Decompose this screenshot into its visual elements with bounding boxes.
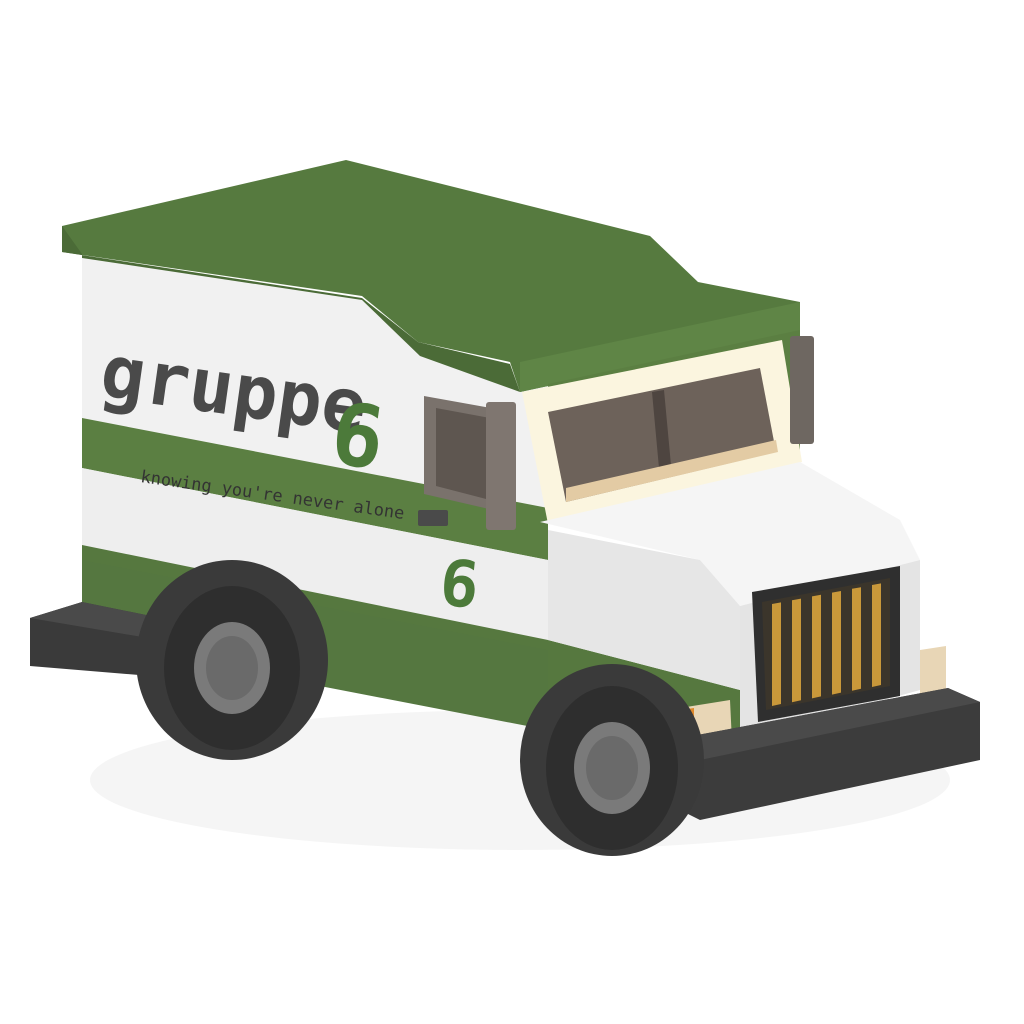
roof-front-edge: [520, 302, 800, 392]
grille-slat: [832, 591, 841, 695]
front-hub-center: [586, 736, 638, 800]
grille-slat: [872, 583, 881, 687]
side-window-glass: [436, 408, 490, 500]
box-side-middle-white: [82, 468, 548, 640]
left-mirror: [486, 402, 516, 530]
windshield-divider: [652, 390, 672, 479]
right-mirror: [790, 336, 814, 444]
front-bumper: [660, 688, 980, 820]
roof-side-edge: [62, 226, 520, 392]
roof-top: [62, 160, 800, 392]
hood-side: [548, 530, 740, 690]
grille-slats: [772, 583, 881, 706]
hood-top: [540, 462, 920, 606]
rear-hub-center: [206, 636, 258, 700]
front-bumper-top: [660, 688, 980, 760]
grille-slat: [852, 587, 861, 691]
rear-wheel: [136, 560, 328, 760]
right-headlight: [920, 646, 946, 696]
windshield-dash: [566, 440, 778, 502]
grille-slat: [772, 602, 781, 706]
grille: [752, 566, 900, 722]
door-numeral: 6: [436, 546, 482, 624]
roof: [62, 160, 800, 392]
grille-slat: [792, 598, 801, 703]
grille-slat: [812, 594, 821, 699]
front-wheel: [520, 664, 704, 856]
livery: gruppe 6 knowing you're never alone 6: [95, 329, 482, 624]
door-handle: [418, 510, 448, 526]
